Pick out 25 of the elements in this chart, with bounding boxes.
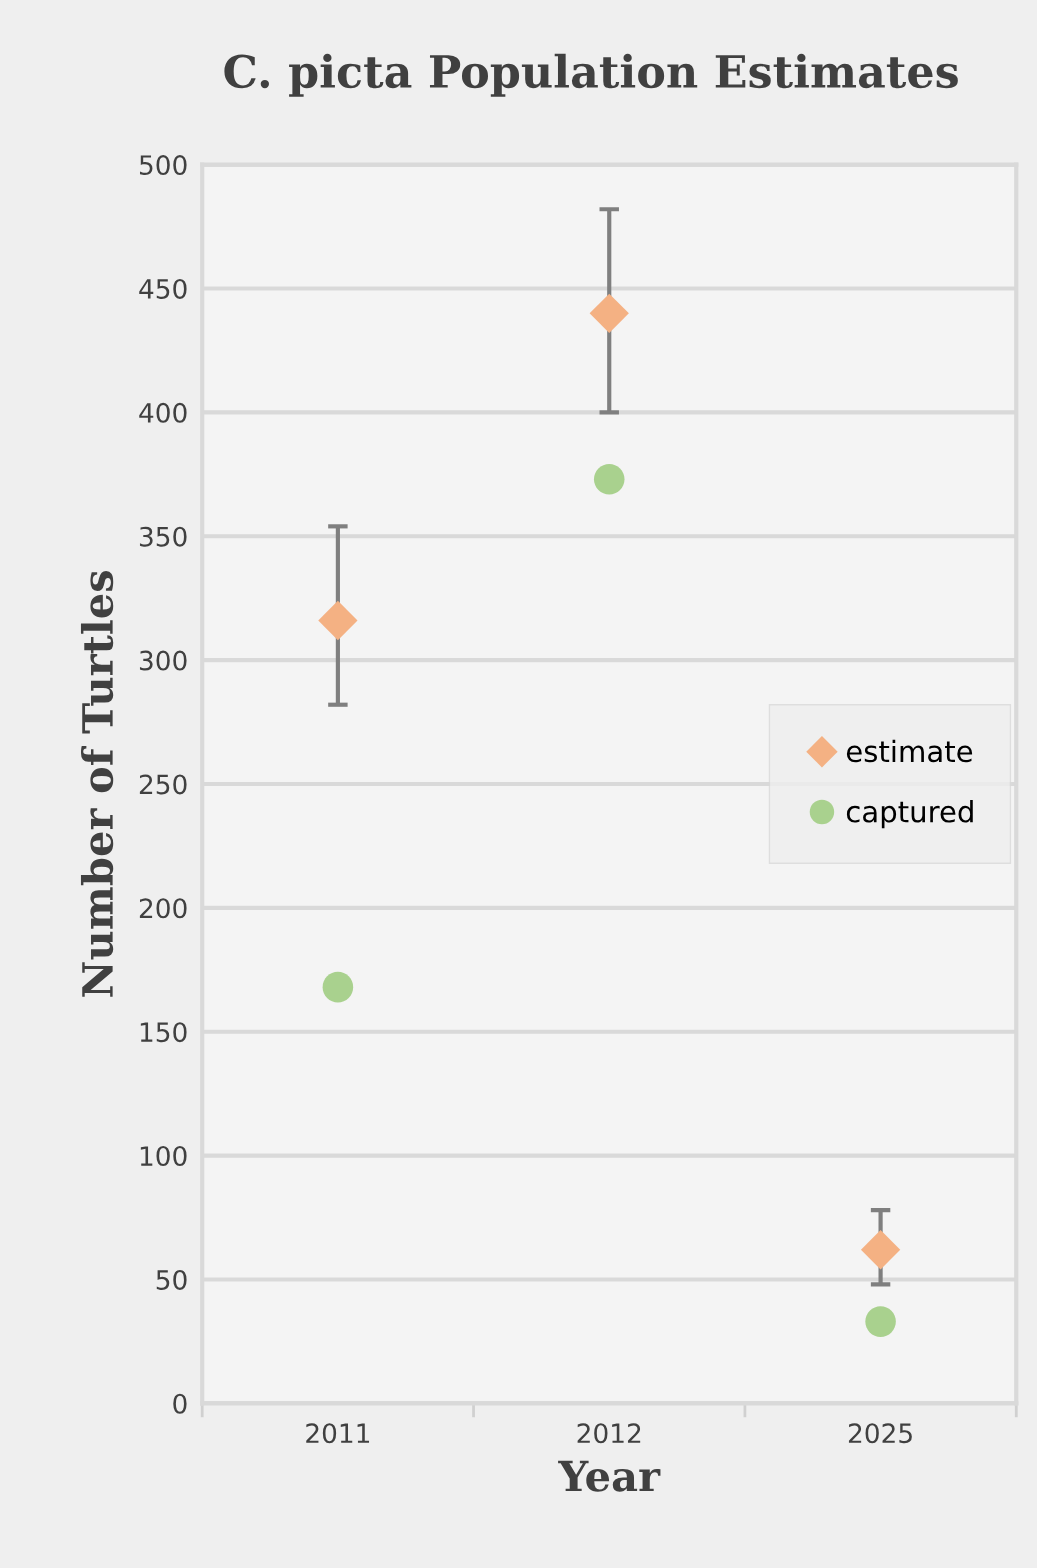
y-tick-label: 450: [139, 278, 187, 299]
y-tick-label: 0: [173, 1393, 187, 1414]
x-axis-title: Year: [558, 1460, 661, 1492]
x-tick-label: 2012: [577, 1423, 641, 1444]
y-tick-label: 500: [139, 155, 187, 176]
y-tick-label: 350: [139, 526, 187, 547]
x-tick-label: 2025: [848, 1423, 912, 1444]
y-tick-label: 200: [139, 898, 187, 919]
y-tick-label: 250: [139, 774, 187, 795]
point: [860, 1230, 901, 1270]
y-tick-label: 100: [140, 1146, 187, 1167]
point: [318, 600, 358, 641]
point: [593, 464, 625, 495]
x-tick-label: 2011: [306, 1423, 370, 1444]
y-axis-title: Number of Turtles: [80, 571, 114, 997]
legend-label: captured: [846, 800, 973, 829]
y-tick-label: 50: [156, 1269, 187, 1290]
y-tick-label: 150: [140, 1022, 187, 1043]
chart-title: C. picta Population Estimates: [224, 53, 958, 97]
legend-label: estimate: [846, 739, 973, 763]
point: [322, 971, 354, 1003]
point: [865, 1306, 896, 1337]
y-tick-label: 300: [139, 650, 187, 671]
y-tick-label: 400: [139, 402, 187, 423]
point: [589, 293, 629, 333]
